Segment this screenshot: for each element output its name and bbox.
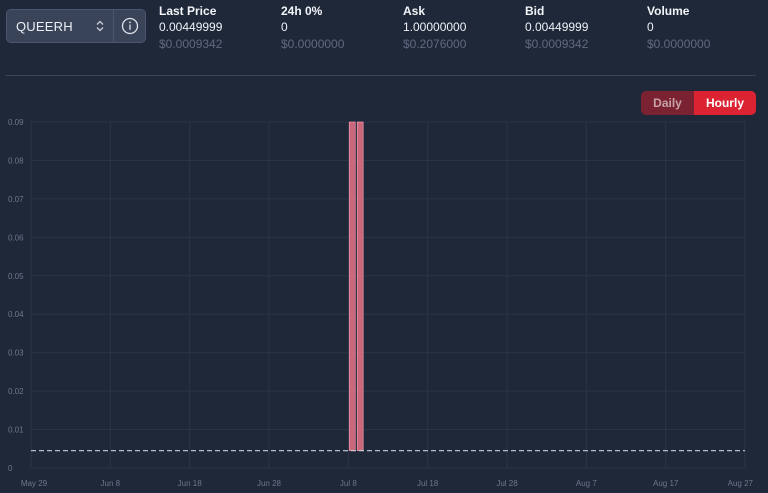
chart-bars — [348, 121, 364, 452]
x-tick-label: Aug 7 — [576, 479, 597, 488]
stat-usd: $0.2076000 — [403, 37, 467, 51]
x-tick-label: Jun 8 — [101, 479, 121, 488]
y-tick-label: 0.02 — [8, 387, 24, 396]
stat-label: 24h 0% — [281, 4, 323, 18]
stat-value: 0.00449999 — [159, 20, 223, 34]
y-tick-label: 0.08 — [8, 156, 24, 165]
stat-usd: $0.0009342 — [525, 37, 589, 51]
chevron-up-down-icon — [96, 20, 104, 32]
hourly-button[interactable]: Hourly — [694, 91, 756, 115]
chart-grid — [30, 121, 746, 469]
x-tick-label: Jul 28 — [496, 479, 518, 488]
stat-value: 1.00000000 — [403, 20, 467, 34]
market-header: QUEERH Last Price 0.00449999 $0.0009342 … — [0, 0, 768, 60]
market-dropdown[interactable]: QUEERH — [7, 10, 114, 42]
chart-axes: 0.09 0.08 0.07 0.06 0.05 0.04 0.03 0.02 0.01 0 May… — [8, 118, 754, 488]
x-tick-label: Jun 18 — [178, 479, 203, 488]
info-icon — [121, 17, 138, 35]
stat-24h-change: 24h 0% 0 $0.0000000 — [281, 3, 344, 53]
stat-label: Volume — [647, 4, 690, 18]
y-tick-label: 0.03 — [8, 349, 24, 358]
candle-bar — [356, 121, 364, 452]
stat-label: Last Price — [159, 4, 217, 18]
stat-usd: $0.0000000 — [281, 37, 345, 51]
info-button[interactable] — [114, 10, 145, 42]
stat-ask: Ask 1.00000000 $0.2076000 — [403, 3, 466, 53]
interval-toggle[interactable]: Daily Hourly — [641, 91, 756, 115]
stat-label: Bid — [525, 4, 545, 18]
stat-last-price: Last Price 0.00449999 $0.0009342 — [159, 3, 222, 53]
y-tick-label: 0 — [8, 464, 13, 473]
y-tick-label: 0.07 — [8, 195, 24, 204]
stat-bid: Bid 0.00449999 $0.0009342 — [525, 3, 588, 53]
stat-value: 0 — [281, 20, 288, 34]
x-tick-label: May 29 — [21, 479, 48, 488]
x-tick-label: Aug 27 — [728, 479, 754, 488]
x-tick-label: Jun 28 — [257, 479, 282, 488]
x-tick-label: Aug 17 — [653, 479, 679, 488]
stat-volume: Volume 0 $0.0000000 — [647, 3, 710, 53]
market-selector[interactable]: QUEERH — [6, 9, 146, 43]
x-tick-label: Jul 18 — [417, 479, 439, 488]
stat-value: 0 — [647, 20, 654, 34]
x-tick-label: Jul 8 — [340, 479, 357, 488]
market-symbol: QUEERH — [16, 18, 73, 34]
y-tick-label: 0.01 — [8, 426, 24, 435]
y-tick-label: 0.09 — [8, 118, 24, 127]
stat-label: Ask — [403, 4, 426, 18]
y-tick-label: 0.05 — [8, 272, 24, 281]
daily-button[interactable]: Daily — [641, 91, 694, 115]
candle-bar — [348, 121, 356, 452]
y-tick-label: 0.06 — [8, 233, 24, 242]
header-divider — [6, 75, 756, 76]
y-tick-label: 0.04 — [8, 310, 24, 319]
stat-usd: $0.0000000 — [647, 37, 711, 51]
stat-value: 0.00449999 — [525, 20, 589, 34]
stat-usd: $0.0009342 — [159, 37, 223, 51]
price-chart[interactable]: 0.09 0.08 0.07 0.06 0.05 0.04 0.03 0.02 0.01 0 May… — [0, 110, 768, 493]
